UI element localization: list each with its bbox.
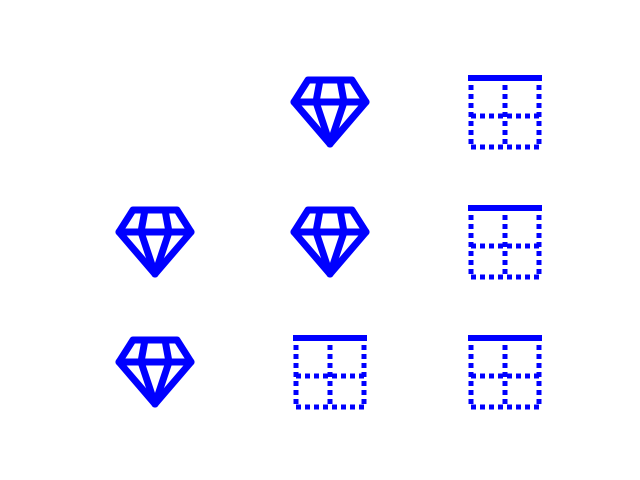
border-top-icon	[460, 327, 550, 417]
empty-cell	[110, 67, 200, 157]
border-top-icon	[460, 67, 550, 157]
border-top-icon	[460, 197, 550, 287]
diamond-icon	[285, 197, 375, 287]
diamond-icon	[285, 67, 375, 157]
diamond-icon	[110, 197, 200, 287]
diamond-icon	[110, 327, 200, 417]
border-top-icon	[285, 327, 375, 417]
